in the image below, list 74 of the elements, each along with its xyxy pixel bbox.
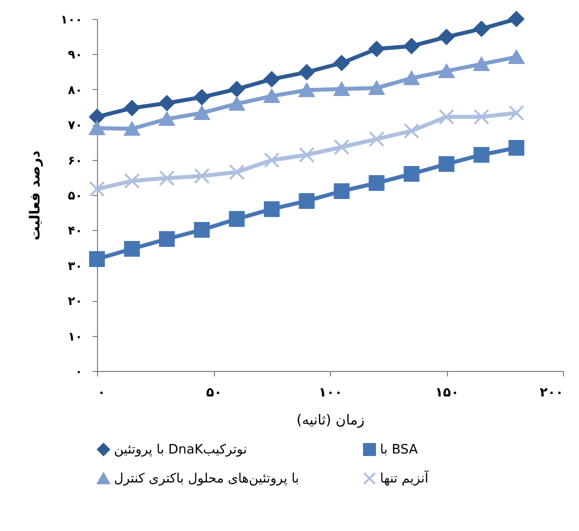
point: [298, 83, 315, 98]
point: [334, 82, 350, 96]
point: [194, 106, 210, 120]
point: [404, 38, 420, 54]
point: [228, 164, 245, 180]
point: [404, 123, 420, 139]
point: [228, 81, 245, 97]
legend-label: با پروتئین‌های محلول باکتری کنترل: [114, 472, 300, 486]
point: [438, 64, 454, 78]
point: [264, 201, 280, 217]
point: [368, 175, 384, 191]
y-tick-label: ۰: [75, 364, 82, 378]
point: [228, 96, 245, 111]
point: [508, 50, 524, 64]
y-tick-label: ۴۰: [68, 224, 82, 238]
point: [508, 11, 524, 27]
point: [124, 173, 140, 189]
point: [508, 140, 524, 156]
point: [404, 71, 420, 86]
point: [264, 152, 280, 168]
point: [89, 121, 105, 136]
point: [264, 71, 280, 88]
point: [194, 168, 210, 184]
x-tick-label: ۵۰: [206, 386, 222, 400]
point: [404, 166, 420, 182]
point: [334, 55, 350, 71]
y-tick-label: ۱۰۰: [60, 12, 82, 26]
y-tick-label: ۷۰: [68, 118, 82, 132]
point: [474, 108, 490, 125]
point: [334, 183, 350, 200]
point: [159, 231, 175, 247]
point: [264, 89, 280, 104]
point: [298, 193, 315, 209]
point: [438, 108, 454, 125]
point: [474, 57, 490, 72]
y-tick-label: ۹۰: [68, 48, 82, 62]
point: [474, 146, 490, 163]
point: [298, 64, 315, 80]
point: [89, 251, 105, 267]
point: [334, 139, 350, 156]
point: [438, 29, 454, 45]
point: [89, 108, 105, 125]
y-tick-label: ۲۰: [68, 294, 82, 308]
point: [124, 122, 140, 136]
x-tick-label: ۱۰۰: [318, 386, 342, 400]
y-tick-label: ۸۰: [68, 82, 82, 97]
point: [298, 146, 315, 163]
point: [228, 211, 245, 227]
x-tick-label: ۰: [98, 386, 106, 400]
point: [368, 41, 384, 57]
point: [438, 156, 454, 172]
point: [159, 112, 175, 126]
point: [194, 222, 210, 238]
point: [124, 100, 140, 116]
point: [368, 81, 384, 95]
y-tick-label: ۵۰: [68, 188, 82, 202]
y-tick-label: ۶۰: [68, 153, 82, 168]
y-tick-label: ۳۰: [68, 258, 82, 273]
point: [474, 20, 490, 37]
point: [508, 105, 524, 121]
point: [368, 131, 384, 147]
x-tick-label: ۱۵۰: [435, 386, 459, 400]
point: [124, 240, 140, 257]
y-tick-label: ۱۰: [68, 329, 82, 344]
legend-label: آنزیم تنها: [380, 470, 430, 486]
point: [159, 95, 175, 112]
legend-label: با BSA: [380, 442, 418, 458]
point: [159, 170, 175, 186]
point: [194, 89, 210, 106]
x-axis-title: زمان (ثانیه): [296, 412, 364, 428]
legend-label: با پروتئین DnaKنوترکیب: [114, 442, 248, 458]
point: [89, 181, 105, 197]
x-tick-label: ۲۰۰: [540, 386, 564, 400]
y-axis-title: درصد فعالیت: [28, 150, 44, 240]
